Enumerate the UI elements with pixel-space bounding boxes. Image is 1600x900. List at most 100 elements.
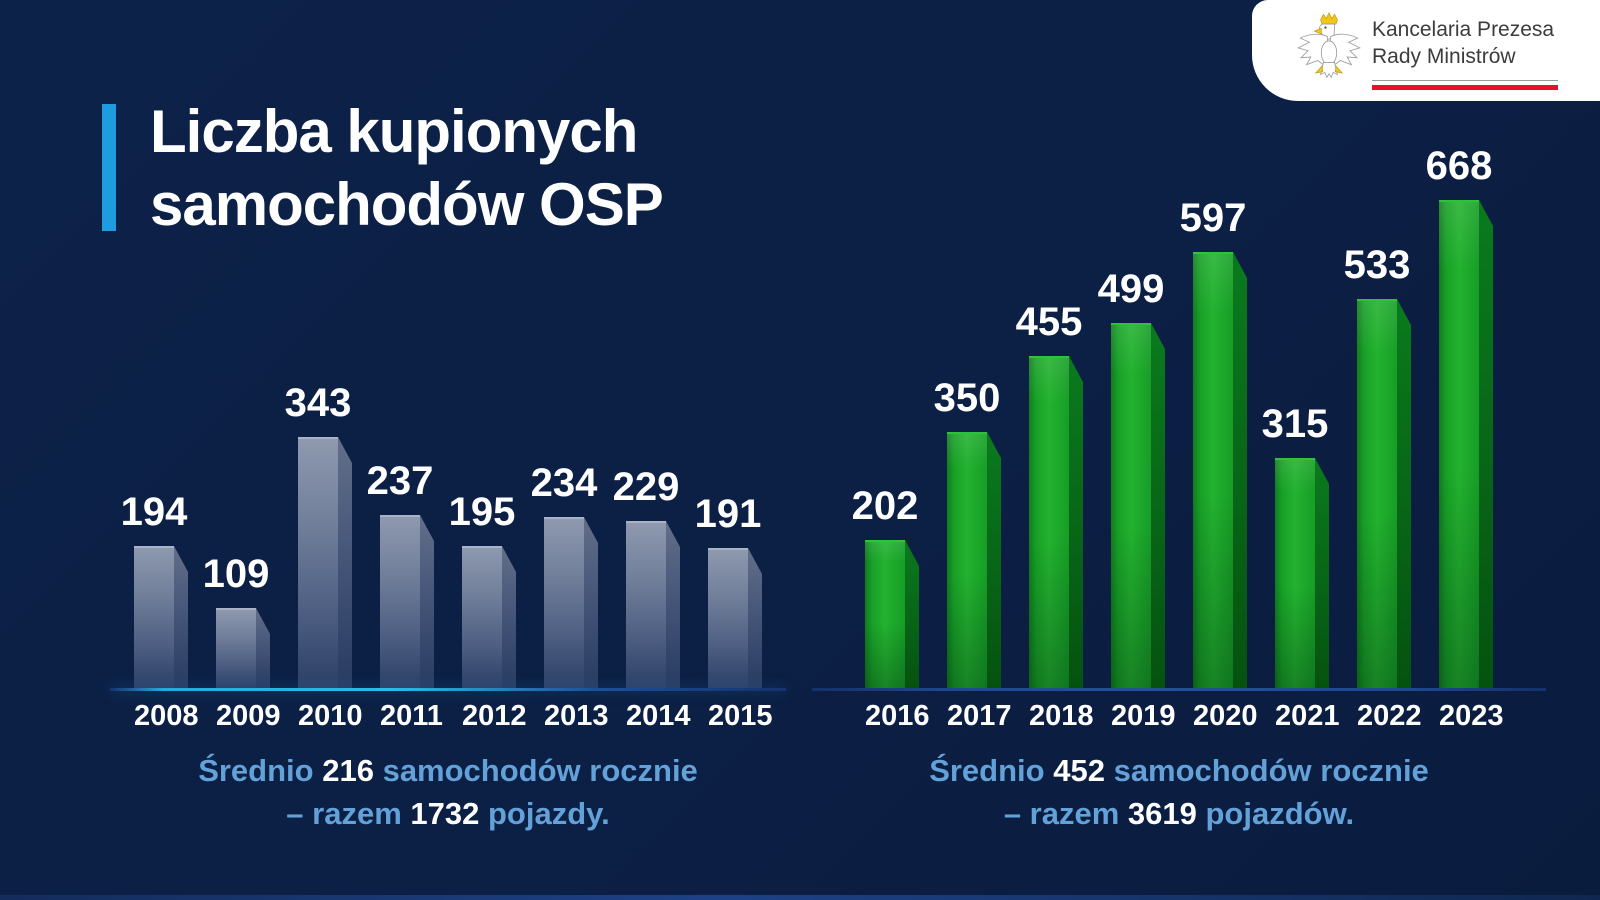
bar-side-face (1315, 458, 1329, 688)
bar-side-face (905, 540, 919, 688)
bar-side-face (584, 517, 598, 688)
polish-eagle-icon (1297, 12, 1361, 79)
bar-value-label: 194 (120, 490, 188, 534)
bar-front-face (544, 517, 584, 688)
bar-value-label: 668 (1425, 144, 1493, 188)
title-accent-bar (102, 104, 116, 232)
bar-value-label: 234 (530, 461, 598, 505)
bar-2009: 109 (203, 552, 270, 688)
bar-side-face (987, 432, 1001, 688)
bar-side-face (256, 608, 270, 688)
bar-value-label: 315 (1261, 402, 1329, 446)
bar-value-label: 533 (1343, 243, 1411, 287)
bar-side-face (1151, 323, 1165, 688)
title-line-1: Liczba kupionych (150, 98, 638, 165)
x-axis-labels-right: 2016 2017 2018 2019 2020 2021 2022 2023 (820, 700, 1538, 733)
logo-red-bar (1372, 84, 1558, 90)
caption-line2-lead: – razem (286, 796, 402, 832)
page-title-block: Liczba kupionych samochodów OSP (102, 96, 664, 241)
bar-side-face (748, 548, 762, 688)
bar-2020: 597 (1180, 196, 1247, 688)
bar-front-face (626, 521, 666, 688)
caption-line2-lead: – razem (1003, 796, 1120, 832)
plot-area-left: 194 109 343 237 195 234 229 191 (110, 200, 786, 691)
bar-front-face (1357, 299, 1397, 688)
kprm-org-line-1: Kancelaria Prezesa (1372, 18, 1555, 41)
bar-side-face (666, 521, 680, 688)
bar-value-label: 195 (448, 490, 516, 534)
bar-value-label: 191 (694, 492, 762, 536)
caption-average-number: 452 (1053, 753, 1105, 788)
bar-side-face (1069, 356, 1083, 688)
chart-caption-left: Średnio 216 samochodów rocznie – razem 1… (118, 749, 778, 836)
bar-front-face (1439, 200, 1479, 688)
chart-2016-2023: 202 350 455 499 597 315 533 668 2016 2017 2018 201… (812, 144, 1546, 836)
x-axis-label: 2022 (1357, 700, 1422, 732)
bar-side-face (1397, 299, 1411, 688)
x-axis-label: 2009 (216, 700, 281, 732)
bar-2021: 315 (1262, 402, 1329, 688)
plot-area-right: 202 350 455 499 597 315 533 668 (812, 144, 1546, 691)
bar-2023: 668 (1426, 144, 1493, 688)
bar-2018: 455 (1016, 300, 1083, 688)
kprm-org-line-2: Rady Ministrów (1372, 44, 1516, 68)
bars-right: 202 350 455 499 597 315 533 668 (820, 144, 1538, 688)
chart-caption-right: Średnio 452 samochodów rocznie – razem 3… (820, 749, 1538, 836)
bars-left: 194 109 343 237 195 234 229 191 (118, 200, 778, 688)
x-axis-label: 2020 (1193, 700, 1258, 732)
kprm-logo-text: Kancelaria Prezesa Rady Ministrów (1372, 17, 1558, 90)
x-axis-label: 2018 (1029, 700, 1094, 732)
bar-value-label: 455 (1015, 300, 1083, 344)
x-axis-line-right (812, 688, 1546, 691)
caption-total-number: 1732 (410, 796, 480, 832)
bar-2015: 191 (695, 492, 762, 688)
bar-side-face (420, 515, 434, 688)
bar-front-face (134, 546, 174, 688)
caption-lead: Średnio (198, 753, 314, 788)
bar-front-face (708, 548, 748, 688)
bar-front-face (462, 546, 502, 688)
x-axis-label: 2016 (865, 700, 930, 732)
bar-value-label: 109 (202, 552, 270, 596)
x-axis-label: 2010 (298, 700, 363, 732)
bar-front-face (947, 432, 987, 688)
x-axis-label: 2021 (1275, 700, 1340, 732)
bar-front-face (1275, 458, 1315, 688)
logo-divider-line (1372, 79, 1558, 81)
bar-front-face (1029, 356, 1069, 688)
bar-side-face (502, 546, 516, 688)
bar-2012: 195 (449, 490, 516, 688)
bar-2011: 237 (367, 459, 434, 688)
bar-front-face (298, 437, 338, 688)
bar-2013: 234 (531, 461, 598, 688)
chart-2008-2015: 194 109 343 237 195 234 229 191 2008 2009 2010 201… (110, 200, 786, 836)
bar-2010: 343 (285, 381, 352, 688)
caption-line2-rest: pojazdy. (487, 796, 610, 832)
caption-line1-rest: samochodów rocznie (382, 753, 698, 788)
x-axis-label: 2012 (462, 700, 527, 732)
bar-front-face (865, 540, 905, 688)
kprm-logo-badge: Kancelaria Prezesa Rady Ministrów (1252, 0, 1600, 101)
bar-front-face (216, 608, 256, 688)
x-axis-label: 2011 (380, 700, 443, 732)
bar-2016: 202 (852, 484, 919, 688)
caption-average-number: 216 (322, 753, 374, 788)
x-axis-label: 2017 (947, 700, 1012, 732)
bar-front-face (1111, 323, 1151, 688)
caption-line1-rest: samochodów rocznie (1113, 753, 1429, 788)
bar-value-label: 597 (1179, 196, 1247, 240)
bar-2017: 350 (934, 376, 1001, 688)
bar-value-label: 237 (366, 459, 434, 503)
bar-2008: 194 (121, 490, 188, 688)
x-axis-label: 2019 (1111, 700, 1176, 732)
bar-value-label: 343 (284, 381, 352, 425)
title-line-2: samochodów OSP (150, 170, 664, 238)
bottom-edge-strip (0, 895, 1600, 900)
x-axis-label: 2015 (708, 700, 773, 732)
page-title: Liczba kupionych samochodów OSP (150, 96, 664, 241)
bar-2019: 499 (1098, 267, 1165, 688)
bar-2014: 229 (613, 465, 680, 688)
bar-value-label: 350 (933, 376, 1001, 420)
x-axis-labels-left: 2008 2009 2010 2011 2012 2013 2014 2015 (118, 700, 778, 733)
